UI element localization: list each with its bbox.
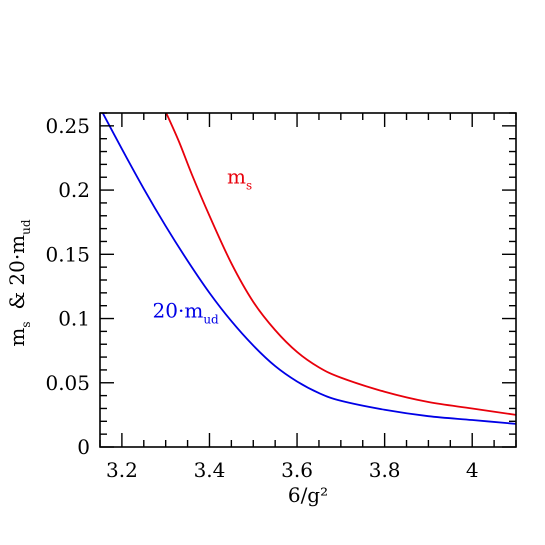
y-tick-label: 0 [77, 435, 90, 459]
x-axis-title: 6/g² [288, 483, 328, 507]
y-axis-mud-base: 20·m [5, 235, 29, 286]
y-axis-ms-sub: s [19, 321, 33, 327]
x-tick-label: 4 [466, 458, 479, 482]
series-layer [101, 113, 516, 425]
y-axis-title: ms & 20·mud [5, 219, 33, 346]
series-mud-label: 20·mud [153, 298, 220, 326]
series-mud-line [101, 113, 516, 425]
y-tick-label: 0.2 [58, 178, 90, 202]
tick-labels-layer: 3.2 3.4 3.6 3.8 4 0 0.05 0.1 0.15 0.2 0.25 ms 20·mud [45, 114, 478, 482]
series-ms-label: ms [227, 165, 252, 193]
series-ms-line [165, 113, 516, 416]
y-tick-label: 0.25 [45, 114, 90, 138]
y-axis-mud-sub: ud [19, 219, 33, 235]
y-tick-label: 0.15 [45, 242, 90, 266]
x-tick-label: 3.8 [369, 458, 401, 482]
x-tick-label: 3.2 [106, 458, 138, 482]
x-tick-label: 3.6 [281, 458, 313, 482]
y-tick-label: 0.1 [58, 307, 90, 331]
y-axis-amp: & [5, 292, 29, 310]
y-tick-label: 0.05 [45, 371, 90, 395]
plot-frame [99, 112, 517, 448]
x-tick-label: 3.4 [194, 458, 226, 482]
ticks-layer [99, 112, 517, 448]
y-axis-ms-base: m [5, 328, 29, 347]
